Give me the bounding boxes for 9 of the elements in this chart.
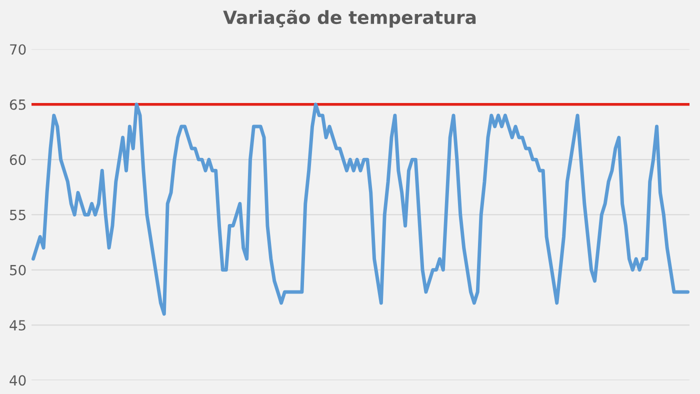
y-tick-label: 65 [10, 99, 26, 110]
y-tick-label: 40 [10, 375, 26, 386]
line-series [32, 102, 690, 316]
y-tick-label: 70 [10, 44, 26, 55]
y-tick-label: 50 [10, 264, 26, 276]
y-tick-label: 55 [10, 210, 26, 220]
chart-title: Variação de temperatura [223, 10, 476, 28]
y-tick-label: 45 [10, 320, 26, 331]
y-tick-label: 60 [10, 154, 26, 166]
